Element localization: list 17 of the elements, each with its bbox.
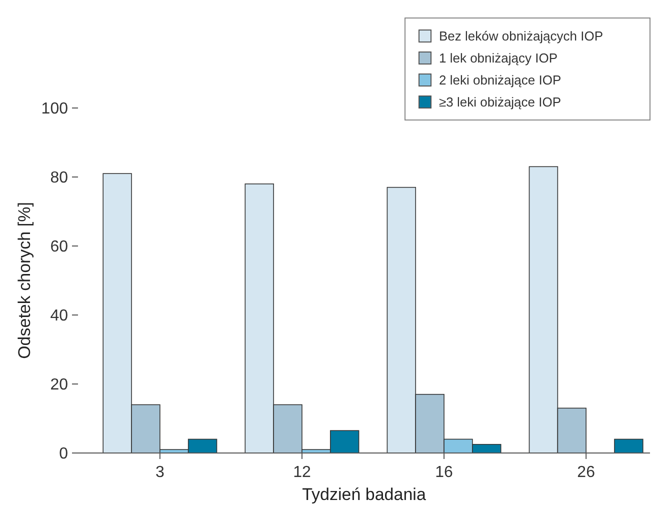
y-axis-title: Odsetek chorych [%]: [15, 202, 34, 359]
y-tick-label: 80: [50, 170, 68, 187]
legend-label: 2 leki obniżające IOP: [439, 72, 562, 88]
y-tick-label: 60: [50, 238, 68, 256]
x-axis-title: Tydzień badania: [302, 485, 426, 504]
x-tick-label: 26: [577, 464, 596, 481]
y-tick-label: 100: [41, 100, 68, 118]
y-tick-label: 40: [50, 308, 68, 325]
x-tick-label: 16: [435, 464, 454, 481]
x-tick-label: 12: [293, 464, 311, 481]
x-tick-label: 3: [155, 464, 164, 481]
legend-label: 1 lek obniżający IOP: [439, 50, 558, 66]
y-tick-label: 0: [59, 446, 68, 463]
legend-label: Bez leków obniżających IOP: [439, 28, 604, 44]
y-tick-label: 20: [50, 376, 68, 394]
legend-label: ≥3 leki obiżające IOP: [439, 94, 562, 110]
bar: [614, 438, 644, 454]
